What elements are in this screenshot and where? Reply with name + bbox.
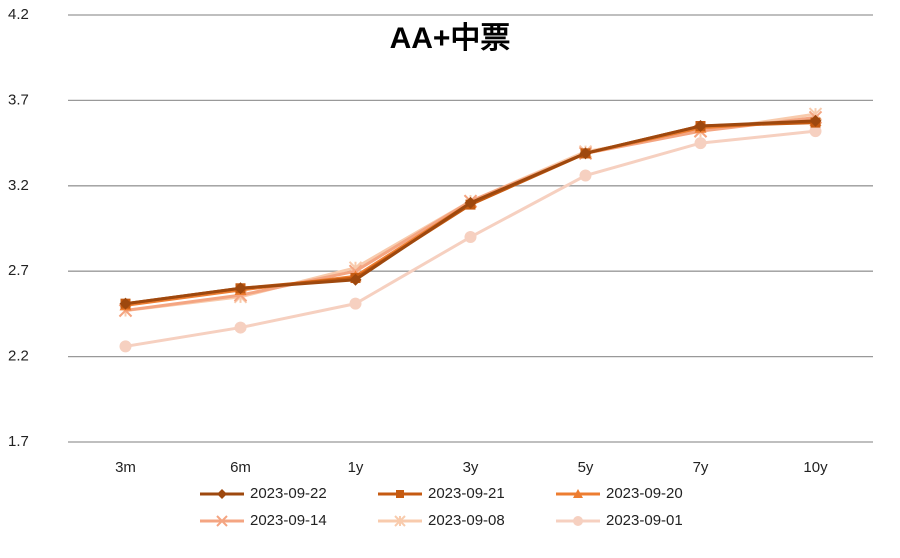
legend-marker: [216, 515, 228, 527]
series-line: [125, 119, 816, 306]
x-tick-label: 7y: [693, 459, 709, 476]
x-tick-label: 3y: [463, 459, 479, 476]
marker: [349, 273, 362, 286]
marker: [464, 231, 477, 244]
x-tick-label: 1y: [348, 459, 364, 476]
marker: [349, 297, 362, 310]
marker: [234, 282, 247, 295]
y-tick-label: 2.7: [8, 262, 29, 279]
marker: [579, 147, 592, 160]
marker: [234, 321, 247, 334]
legend-marker: [573, 489, 583, 498]
series-line: [125, 121, 816, 306]
marker: [694, 120, 707, 133]
legend-marker: [396, 490, 404, 498]
y-tick-label: 3.7: [8, 91, 29, 108]
legend-label: 2023-09-20: [606, 485, 683, 502]
legend-label: 2023-09-22: [250, 485, 327, 502]
marker: [119, 297, 132, 310]
legend-label: 2023-09-14: [250, 512, 327, 529]
y-tick-label: 2.2: [8, 348, 29, 365]
marker: [809, 125, 822, 138]
x-tick-label: 6m: [230, 459, 251, 476]
legend-label: 2023-09-08: [428, 512, 505, 529]
series-line: [125, 119, 816, 307]
marker: [579, 169, 592, 182]
legend-marker: [394, 515, 406, 527]
x-tick-label: 5y: [578, 459, 594, 476]
legend-label: 2023-09-01: [606, 512, 683, 529]
marker: [464, 196, 477, 209]
marker: [694, 137, 707, 150]
chart-title: AA+中票: [390, 22, 511, 55]
y-tick-label: 3.2: [8, 177, 29, 194]
series-line: [125, 112, 816, 312]
marker: [119, 340, 132, 353]
series-line: [125, 115, 816, 312]
x-tick-label: 10y: [803, 459, 828, 476]
x-tick-label: 3m: [115, 459, 136, 476]
legend-label: 2023-09-21: [428, 485, 505, 502]
y-tick-label: 4.2: [8, 6, 29, 23]
y-tick-label: 1.7: [8, 433, 29, 450]
legend-marker: [573, 516, 583, 526]
legend-marker: [217, 489, 227, 499]
marker: [809, 114, 822, 127]
